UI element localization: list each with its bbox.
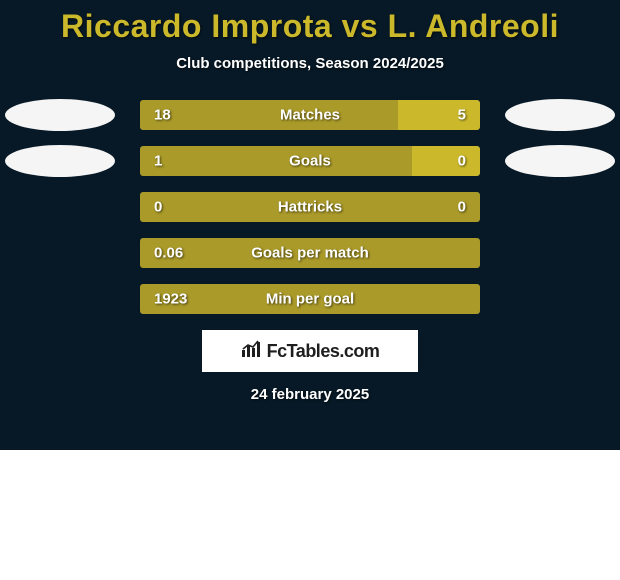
player-left-marker xyxy=(5,145,115,177)
metric-rows: 185Matches10Goals00Hattricks0.06Goals pe… xyxy=(0,100,620,314)
bar-left-segment xyxy=(140,100,398,130)
player-left-marker xyxy=(5,99,115,131)
logo-text: FcTables.com xyxy=(267,341,380,362)
blank-area xyxy=(0,450,620,580)
value-left: 1923 xyxy=(154,291,187,308)
value-right: 0 xyxy=(458,153,466,170)
metric-row: 0.06Goals per match xyxy=(0,238,620,268)
metric-row: 10Goals xyxy=(0,146,620,176)
value-left: 0 xyxy=(154,199,162,216)
bar-left-segment xyxy=(140,284,480,314)
bar-right-segment xyxy=(398,100,480,130)
metric-row: 185Matches xyxy=(0,100,620,130)
bar-left-segment xyxy=(140,192,480,222)
metric-bar: 0.06Goals per match xyxy=(140,238,480,268)
player-right-marker xyxy=(505,145,615,177)
metric-bar: 185Matches xyxy=(140,100,480,130)
value-right: 5 xyxy=(458,107,466,124)
subtitle: Club competitions, Season 2024/2025 xyxy=(0,55,620,72)
value-right: 0 xyxy=(458,199,466,216)
page-title: Riccardo Improta vs L. Andreoli xyxy=(0,0,620,45)
bar-left-segment xyxy=(140,146,412,176)
metric-bar: 00Hattricks xyxy=(140,192,480,222)
chart-icon xyxy=(241,340,263,363)
metric-row: 1923Min per goal xyxy=(0,284,620,314)
metric-bar: 10Goals xyxy=(140,146,480,176)
bar-left-segment xyxy=(140,238,480,268)
comparison-card: Riccardo Improta vs L. Andreoli Club com… xyxy=(0,0,620,450)
player-right-marker xyxy=(505,99,615,131)
logo: FcTables.com xyxy=(241,340,380,363)
metric-row: 00Hattricks xyxy=(0,192,620,222)
value-left: 18 xyxy=(154,107,171,124)
value-left: 1 xyxy=(154,153,162,170)
value-left: 0.06 xyxy=(154,245,183,262)
date: 24 february 2025 xyxy=(0,386,620,403)
metric-bar: 1923Min per goal xyxy=(140,284,480,314)
logo-box: FcTables.com xyxy=(202,330,418,372)
bar-right-segment xyxy=(412,146,480,176)
